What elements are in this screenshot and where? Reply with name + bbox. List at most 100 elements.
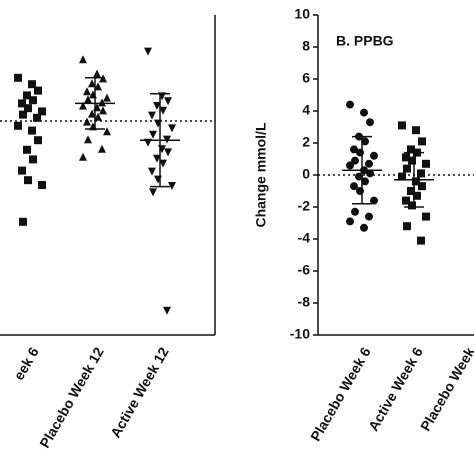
point	[38, 107, 46, 116]
point	[351, 156, 359, 165]
point	[408, 156, 416, 165]
point	[413, 191, 421, 200]
point	[103, 127, 111, 136]
y-tick-label: 10	[294, 6, 310, 22]
point	[88, 109, 96, 118]
point	[103, 93, 111, 102]
point	[29, 96, 37, 105]
y-tick-label: 2	[302, 134, 310, 150]
point	[94, 82, 102, 91]
point	[14, 121, 22, 130]
point	[144, 47, 152, 56]
point	[346, 217, 354, 226]
point	[29, 155, 37, 164]
point	[360, 223, 368, 232]
y-tick-label: 6	[302, 70, 310, 86]
point	[19, 217, 27, 226]
point	[154, 119, 162, 128]
y-tick-label: 8	[302, 38, 310, 54]
y-tick-label: -6	[298, 262, 311, 278]
y-tick-label: -10	[290, 326, 310, 342]
error-bar	[150, 93, 170, 188]
point	[83, 87, 91, 96]
point	[422, 212, 430, 221]
point	[366, 169, 374, 178]
point	[346, 100, 354, 109]
point	[422, 159, 430, 168]
point	[94, 112, 102, 121]
point	[84, 95, 92, 104]
point	[168, 182, 176, 190]
point	[418, 182, 426, 191]
point	[79, 55, 87, 64]
point	[407, 187, 415, 195]
error-bar	[352, 135, 372, 205]
point	[153, 154, 161, 163]
point	[168, 124, 176, 133]
point	[164, 148, 172, 157]
point	[412, 177, 420, 186]
point	[88, 79, 96, 88]
point	[24, 176, 32, 185]
point	[417, 236, 425, 245]
point	[370, 196, 378, 205]
point	[149, 188, 157, 197]
point	[18, 166, 26, 175]
y-tick-label: -4	[298, 230, 311, 246]
point	[79, 152, 87, 161]
point	[28, 80, 36, 89]
point	[83, 117, 91, 126]
point	[23, 145, 31, 154]
point	[148, 111, 156, 120]
error-bar	[404, 151, 424, 208]
point	[24, 104, 32, 113]
point	[402, 153, 410, 162]
point	[38, 181, 46, 189]
x-tick-label: eek 6	[10, 344, 41, 383]
point	[355, 172, 363, 181]
point	[412, 126, 420, 135]
y-tick-label: 0	[302, 166, 310, 182]
point	[365, 212, 373, 221]
point	[351, 207, 359, 216]
point	[33, 113, 41, 122]
point	[153, 102, 161, 110]
point	[164, 97, 172, 106]
point	[84, 135, 92, 144]
point	[361, 177, 369, 186]
x-tick-label: Placebo Week	[417, 344, 474, 434]
point	[350, 145, 358, 154]
x-tick-label: Placebo Week 6	[307, 344, 374, 444]
point	[99, 106, 107, 115]
point	[366, 118, 374, 127]
y-tick-label: 4	[302, 102, 310, 118]
point	[98, 98, 106, 107]
point	[398, 121, 406, 130]
x-tick-label: Active Week 12	[107, 344, 172, 440]
point	[365, 159, 373, 168]
point	[418, 137, 426, 146]
point	[163, 306, 171, 315]
x-tick-label: Placebo Week 12	[36, 344, 107, 450]
error-bar	[85, 77, 105, 130]
point	[98, 144, 106, 153]
x-tick-label: Active Week 6	[365, 344, 426, 434]
point	[93, 69, 101, 78]
point	[402, 196, 410, 205]
point	[360, 108, 368, 117]
point	[403, 164, 411, 173]
point	[398, 172, 406, 181]
point	[417, 169, 425, 178]
point	[18, 99, 26, 108]
point	[408, 201, 416, 210]
chart-title: B. PPBG	[336, 33, 394, 49]
point	[407, 145, 415, 154]
point	[28, 126, 36, 135]
point	[79, 101, 87, 110]
point	[159, 159, 167, 168]
point	[149, 130, 157, 139]
point	[14, 73, 22, 82]
point	[356, 148, 364, 157]
point	[154, 175, 162, 184]
